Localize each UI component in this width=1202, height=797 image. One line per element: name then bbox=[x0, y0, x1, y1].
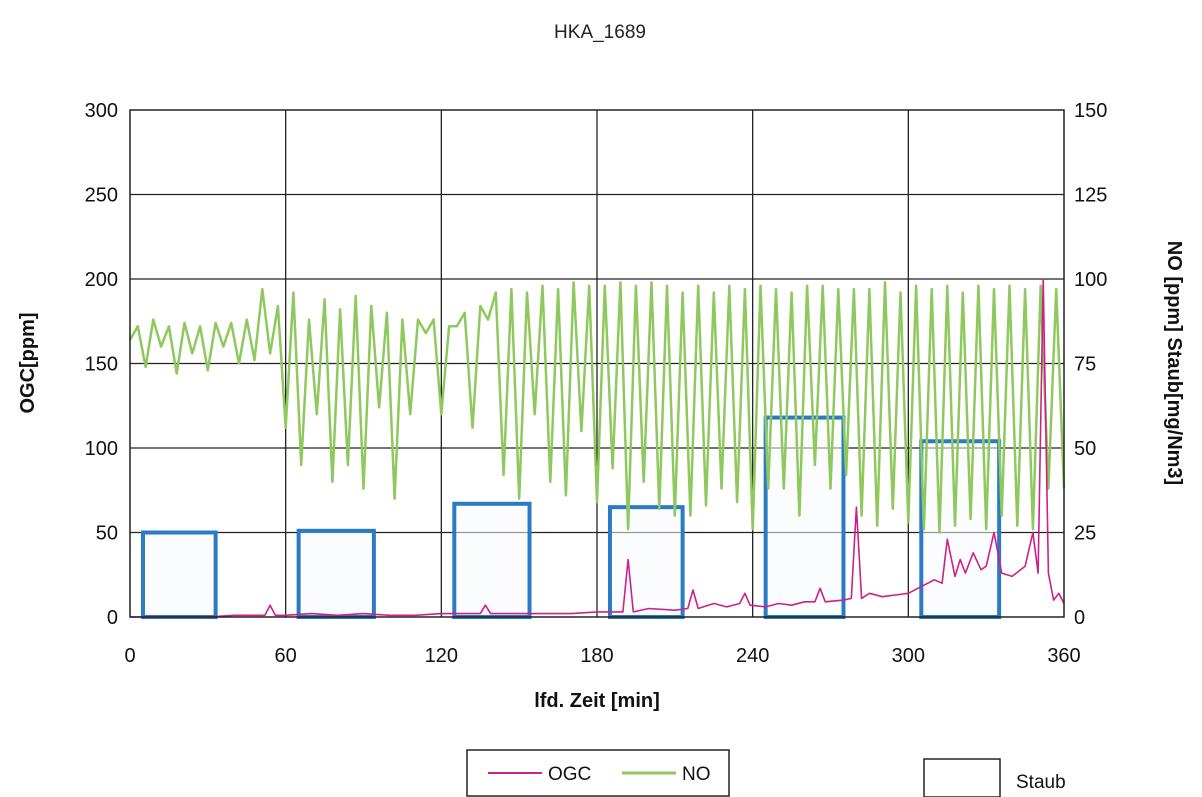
y-right-tick-label: 125 bbox=[1074, 185, 1107, 207]
y-axis-right-label: NO [ppm] Staub[mg/Nm3] bbox=[1163, 241, 1185, 485]
x-tick-label: 120 bbox=[425, 645, 458, 667]
y-axis-left-label: OGC[ppm] bbox=[17, 312, 39, 413]
x-tick-label: 240 bbox=[736, 645, 769, 667]
staub-box bbox=[607, 505, 685, 619]
staub-box bbox=[296, 528, 376, 619]
legend-no-label: NO bbox=[682, 764, 711, 785]
tick-labels: 0 50 100 150 200 250 300 0 25 50 75 100 125 150 0 60 120… bbox=[85, 100, 1108, 667]
x-axis-label: lfd. Zeit [min] bbox=[534, 690, 660, 712]
x-tick-label: 0 bbox=[124, 645, 135, 667]
staub-box bbox=[140, 530, 218, 619]
y-right-tick-label: 0 bbox=[1074, 607, 1085, 629]
x-tick-label: 300 bbox=[892, 645, 925, 667]
y-right-tick-label: 25 bbox=[1074, 523, 1096, 545]
staub-box bbox=[452, 501, 532, 619]
series-line-no bbox=[128, 281, 1066, 534]
legend-ogc-label: OGC bbox=[548, 764, 591, 785]
gridlines bbox=[130, 110, 1064, 617]
y-right-tick-label: 75 bbox=[1074, 354, 1096, 376]
y-right-tick-label: 150 bbox=[1074, 100, 1107, 122]
staub-box bbox=[919, 439, 1002, 619]
staub-box bbox=[763, 415, 846, 619]
y-left-tick-label: 250 bbox=[85, 185, 118, 207]
legend-main: OGC NO bbox=[466, 749, 730, 797]
y-left-tick-label: 0 bbox=[107, 607, 118, 629]
y-left-tick-label: 200 bbox=[85, 269, 118, 291]
x-tick-label: 180 bbox=[580, 645, 613, 667]
legend-staub-swatch bbox=[923, 758, 1001, 797]
y-left-tick-label: 300 bbox=[85, 100, 118, 122]
series-line-ogc bbox=[130, 278, 1065, 618]
y-right-tick-label: 50 bbox=[1074, 438, 1096, 460]
x-tick-label: 360 bbox=[1047, 645, 1080, 667]
plot-area-border bbox=[129, 109, 1065, 618]
legend-staub-label: Staub bbox=[1016, 772, 1066, 793]
y-left-tick-label: 50 bbox=[96, 523, 118, 545]
y-left-tick-label: 100 bbox=[85, 438, 118, 460]
y-right-tick-label: 100 bbox=[1074, 269, 1107, 291]
chart-title: HKA_1689 bbox=[554, 22, 646, 43]
y-left-tick-label: 150 bbox=[85, 354, 118, 376]
legend-staub: Staub bbox=[923, 758, 1066, 797]
x-tick-label: 60 bbox=[275, 645, 297, 667]
series-lines bbox=[128, 278, 1066, 618]
